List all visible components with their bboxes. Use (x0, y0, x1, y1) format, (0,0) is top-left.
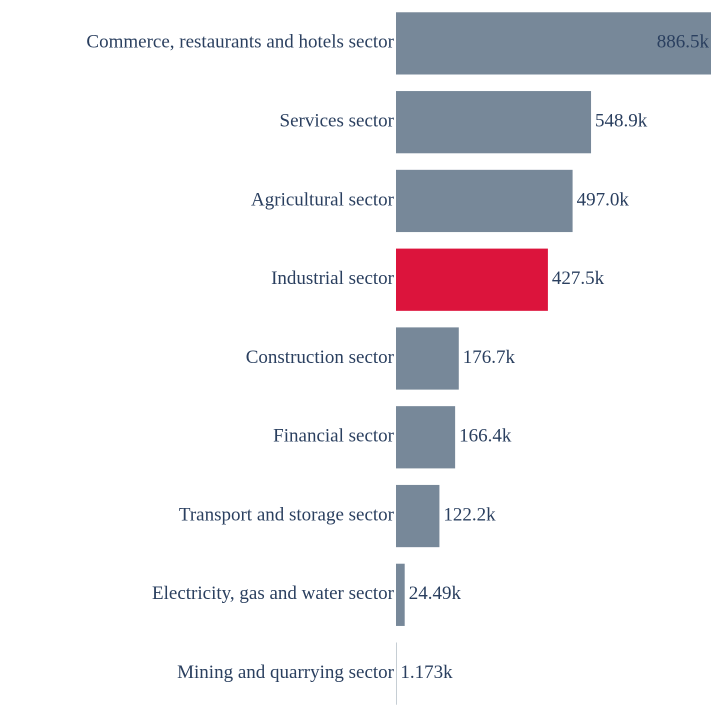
category-label: Commerce, restaurants and hotels sector (86, 32, 394, 53)
bar (396, 563, 405, 626)
category-label: Electricity, gas and water sector (152, 583, 395, 604)
bar (396, 406, 456, 469)
bar (396, 248, 548, 311)
value-label: 176.7k (463, 347, 516, 368)
bar (396, 484, 440, 548)
bar (396, 91, 592, 154)
value-label: 24.49k (409, 583, 462, 604)
category-label: Financial sector (273, 426, 394, 447)
category-label: Mining and quarrying sector (177, 662, 395, 683)
category-label: Construction sector (246, 347, 395, 368)
bar (396, 169, 573, 233)
category-label: Services sector (280, 111, 395, 132)
value-label: 166.4k (459, 426, 512, 447)
value-label: 427.5k (552, 268, 605, 289)
bar (396, 327, 459, 390)
value-label: 886.5k (657, 32, 710, 53)
category-label: Agricultural sector (251, 189, 395, 210)
category-label: Industrial sector (271, 268, 395, 289)
bar (396, 12, 711, 75)
value-label: 497.0k (577, 189, 630, 210)
value-label: 548.9k (595, 111, 648, 132)
category-label: Transport and storage sector (179, 504, 395, 525)
value-label: 1.173k (400, 662, 453, 683)
value-label: 122.2k (443, 504, 496, 525)
